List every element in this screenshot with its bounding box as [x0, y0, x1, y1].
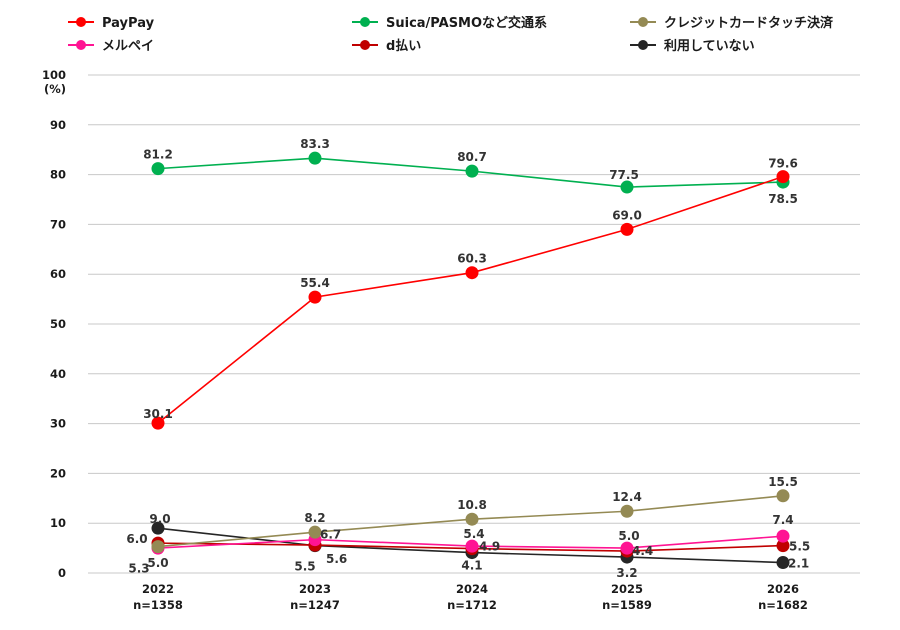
- data-label-5-4: 2.1: [788, 557, 809, 571]
- series-2-point-2: [465, 512, 479, 526]
- data-label-3-1: 6.7: [320, 528, 341, 542]
- data-label-2-1: 8.2: [304, 511, 325, 525]
- data-label-5-2: 4.1: [461, 559, 482, 573]
- series-2-point-1: [308, 525, 322, 539]
- legend-label-3: メルペイ: [102, 39, 154, 54]
- legend-marker-4: [360, 40, 370, 50]
- series-0-point-3: [620, 222, 634, 236]
- y-tick-label-10: 10: [50, 516, 66, 530]
- y-tick-label-70: 70: [50, 217, 66, 231]
- data-label-1-0: 81.2: [143, 148, 173, 162]
- y-tick-label-50: 50: [50, 317, 66, 331]
- data-label-2-2: 10.8: [457, 498, 487, 512]
- legend-marker-3: [76, 40, 86, 50]
- series-3-point-4: [776, 529, 790, 543]
- x-tick-sublabel-2025: n=1589: [602, 598, 652, 612]
- data-label-5-3: 3.2: [616, 566, 637, 580]
- data-label-3-0: 5.0: [147, 556, 168, 570]
- data-label-4-0: 6.0: [126, 532, 147, 546]
- data-label-2-0: 5.3: [128, 562, 149, 576]
- series-0-point-0: [151, 416, 165, 430]
- series-3-point-3: [620, 541, 634, 555]
- series-0-point-1: [308, 290, 322, 304]
- y-tick-label-100: 100: [42, 68, 66, 82]
- data-label-4-1: 5.6: [326, 552, 347, 566]
- y-tick-label-90: 90: [50, 118, 66, 132]
- x-tick-sublabel-2023: n=1247: [290, 598, 340, 612]
- data-label-0-1: 55.4: [300, 276, 330, 290]
- y-tick-label-80: 80: [50, 168, 66, 182]
- data-label-0-4: 79.6: [768, 157, 798, 171]
- data-label-1-1: 83.3: [300, 137, 330, 151]
- legend-marker-2: [638, 17, 648, 27]
- y-tick-label-40: 40: [50, 367, 66, 381]
- data-label-0-3: 69.0: [612, 208, 642, 222]
- legend-label-4: d払い: [386, 38, 421, 54]
- y-tick-label-20: 20: [50, 466, 66, 480]
- y-tick-label-30: 30: [50, 417, 66, 431]
- legend-marker-5: [638, 40, 648, 50]
- series-1-point-1: [308, 151, 322, 165]
- data-label-2-4: 15.5: [768, 475, 798, 489]
- data-label-5-1: 5.5: [294, 560, 315, 574]
- series-1-point-3: [620, 180, 634, 194]
- series-3-point-2: [465, 539, 479, 553]
- data-label-4-4: 5.5: [789, 540, 810, 554]
- data-label-1-3: 77.5: [609, 168, 639, 182]
- x-tick-label-2024: 2024: [456, 582, 488, 596]
- series-5-point-4: [776, 556, 790, 570]
- series-2-point-4: [776, 489, 790, 503]
- legend-label-1: Suica/PASMOなど交通系: [386, 15, 547, 31]
- data-label-4-3: 4.4: [632, 544, 653, 558]
- series-line-0: [157, 175, 784, 424]
- data-label-4-2: 4.9: [479, 540, 500, 554]
- legend-label-5: 利用していない: [664, 38, 755, 54]
- data-label-1-4: 78.5: [768, 192, 798, 206]
- legend-marker-1: [360, 17, 370, 27]
- x-tick-label-2023: 2023: [299, 582, 331, 596]
- series-0-point-4: [776, 170, 790, 184]
- data-label-3-4: 7.4: [772, 513, 793, 527]
- data-label-5-0: 9.0: [149, 512, 170, 526]
- series-4-point-4: [776, 539, 790, 553]
- series-2-point-0: [151, 540, 165, 554]
- x-tick-label-2025: 2025: [611, 582, 643, 596]
- y-tick-label-60: 60: [50, 267, 66, 281]
- x-tick-sublabel-2024: n=1712: [447, 598, 497, 612]
- series-5-point-0: [151, 521, 165, 535]
- data-label-3-3: 5.0: [618, 529, 639, 543]
- x-tick-sublabel-2026: n=1682: [758, 598, 808, 612]
- legend-label-2: クレジットカードタッチ決済: [664, 15, 834, 31]
- data-label-0-0: 30.1: [143, 407, 173, 421]
- x-tick-sublabel-2022: n=1358: [133, 598, 183, 612]
- y-unit-label: (%): [44, 82, 66, 96]
- legend-label-0: PayPay: [102, 16, 155, 31]
- series-1-point-2: [465, 164, 479, 178]
- data-label-1-2: 80.7: [457, 150, 487, 164]
- x-tick-label-2026: 2026: [767, 582, 799, 596]
- data-label-0-2: 60.3: [457, 252, 487, 266]
- data-label-2-3: 12.4: [612, 490, 642, 504]
- data-label-3-2: 5.4: [463, 527, 484, 541]
- y-tick-label-0: 0: [58, 566, 66, 580]
- series-2-point-3: [620, 504, 634, 518]
- x-tick-label-2022: 2022: [142, 582, 174, 596]
- series-1-point-0: [151, 162, 165, 176]
- series-0-point-2: [465, 266, 479, 280]
- legend-marker-0: [76, 17, 86, 27]
